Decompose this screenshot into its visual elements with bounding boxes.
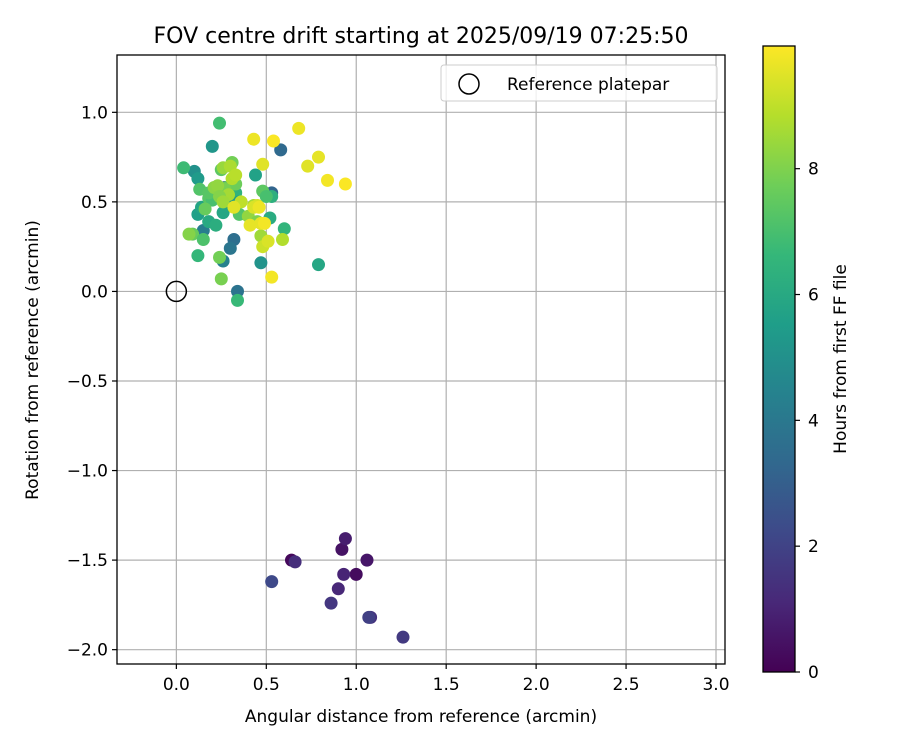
data-point [276, 233, 289, 246]
data-point [277, 222, 291, 236]
legend: Reference platepar [440, 64, 718, 102]
x-tick-label: 0.0 [163, 675, 190, 695]
data-point [265, 270, 279, 284]
data-point [209, 218, 223, 232]
data-point [213, 116, 226, 130]
data-point [256, 157, 270, 171]
data-point [229, 168, 243, 182]
data-point [288, 555, 302, 569]
data-point [292, 121, 306, 135]
y-tick-label: −2.0 [67, 641, 108, 661]
data-point [337, 567, 351, 581]
colorbar-gradient [762, 45, 796, 673]
data-point [321, 173, 334, 187]
data-point [247, 132, 261, 146]
y-tick-label: −1.5 [67, 551, 108, 571]
data-point [191, 172, 205, 186]
x-tick-label: 1.5 [433, 675, 460, 695]
data-point [254, 256, 268, 270]
colorbar-tick-label: 8 [808, 160, 819, 180]
legend-box [440, 64, 718, 102]
data-point [331, 582, 345, 596]
colorbar-tick-label: 6 [808, 286, 819, 306]
x-tick-label: 3.0 [702, 675, 729, 695]
data-point [211, 179, 225, 193]
x-axis-ticks: 0.0 0.5 1.0 1.5 2.0 2.5 3.0 [163, 664, 730, 695]
data-point [214, 272, 228, 286]
data-point [191, 249, 205, 263]
data-point [267, 134, 280, 148]
plot-frame [116, 54, 726, 665]
data-point [312, 150, 325, 164]
chart-title: FOV centre drift starting at 2025/09/19 … [154, 24, 689, 49]
data-point [216, 206, 230, 220]
y-tick-label: −1.0 [67, 462, 108, 482]
x-tick-label: 2.0 [523, 675, 550, 695]
data-point [324, 596, 338, 610]
reference-point [165, 280, 188, 303]
data-point [196, 233, 210, 246]
data-point [338, 532, 352, 546]
data-point [231, 284, 244, 298]
x-axis-label: Angular distance from reference (arcmin) [245, 707, 597, 727]
data-point [335, 542, 349, 556]
data-point [205, 139, 219, 153]
data-point [259, 190, 273, 203]
data-point [261, 234, 275, 248]
y-tick-label: 0.5 [81, 193, 108, 213]
data-point [258, 216, 271, 230]
colorbar-tick-label: 2 [808, 537, 819, 557]
legend-reference-icon [458, 73, 480, 95]
grid [117, 55, 725, 664]
data-point [396, 630, 410, 644]
data-point [274, 143, 288, 157]
data-point [223, 241, 237, 255]
data-point [249, 168, 262, 182]
data-point [243, 218, 257, 232]
data-point [198, 202, 212, 216]
data-point [182, 227, 196, 241]
data-point [177, 161, 191, 175]
data-point [338, 177, 352, 191]
data-point [362, 610, 376, 624]
data-point [216, 195, 230, 209]
data-points [177, 116, 410, 644]
colorbar-tick-label: 0 [808, 663, 819, 683]
data-point [301, 159, 315, 173]
y-axis-ticks: −2.0 −1.5 −1.0 −0.5 0.0 0.5 1.0 [67, 103, 117, 661]
data-point [213, 250, 226, 264]
y-tick-label: 0.0 [81, 282, 108, 302]
x-tick-label: 0.5 [253, 675, 280, 695]
colorbar-ticks: 0 2 4 6 8 [795, 160, 819, 683]
data-point [349, 567, 363, 581]
x-tick-label: 1.0 [343, 675, 370, 695]
colorbar: 0 2 4 6 8 Hours from first FF file [762, 45, 851, 683]
data-point [360, 553, 374, 567]
legend-label: Reference platepar [507, 75, 669, 95]
reference-marker [165, 280, 188, 303]
data-point [312, 258, 325, 272]
colorbar-tick-label: 4 [808, 411, 819, 431]
data-point [265, 575, 279, 589]
x-tick-label: 2.5 [613, 675, 640, 695]
data-point [252, 200, 266, 214]
colorbar-label: Hours from first FF file [831, 264, 851, 454]
data-point [231, 293, 244, 307]
data-point [227, 200, 241, 214]
y-axis-label: Rotation from reference (arcmin) [23, 220, 43, 500]
y-tick-label: −0.5 [67, 372, 108, 392]
y-tick-label: 1.0 [81, 103, 108, 123]
